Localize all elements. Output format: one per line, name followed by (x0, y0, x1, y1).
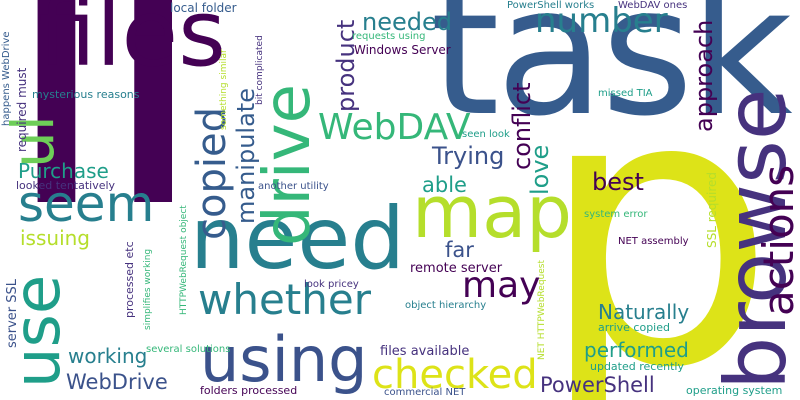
word-seem: seem (18, 175, 155, 233)
word-performed: performed (584, 338, 689, 362)
word-checked: checked (372, 352, 538, 398)
word-net-httpwebrequest: NET HTTPWebRequest (537, 260, 547, 360)
word-able: able (422, 173, 467, 197)
word-mysterious-reasons: mysterious reasons (32, 88, 140, 101)
word-approach: approach (690, 19, 718, 132)
word-li: li (0, 0, 211, 302)
word-best: best (592, 168, 644, 196)
word-windows-server: Windows Server (354, 43, 451, 57)
word-commercial-net: commercial NET (384, 387, 466, 398)
word-ssl-required: SSL required (705, 171, 719, 248)
word-whether: whether (198, 275, 372, 324)
word-look-pricey: look pricey (304, 279, 359, 290)
word-simplifies-working: simplifies working (143, 248, 153, 330)
word-processed-etc: processed etc (123, 241, 136, 318)
word-task: task (430, 0, 793, 155)
word-p: p (538, 14, 777, 400)
word-local-folder: local folder (170, 1, 237, 15)
word-webdav-ones: WebDAV ones (618, 0, 688, 11)
word-files: files (38, 0, 227, 87)
word-working: working (68, 344, 148, 368)
word-required-must: required must (15, 67, 29, 152)
word-bit-complicated: bit complicated (255, 35, 265, 105)
word-server-ssl: server SSL (5, 278, 20, 348)
word-PowerShell: PowerShell (540, 373, 655, 397)
word-requests-using: requests using (352, 31, 426, 42)
word-missed-tia: missed TIA (598, 88, 653, 99)
word-looked-tentatively: looked tentatively (16, 179, 116, 192)
word-remote-server: remote server (410, 261, 503, 276)
word-need: need (190, 189, 405, 289)
word-net-assembly: NET assembly (618, 236, 689, 247)
word-httpwebrequest-object: HTTPWebRequest object (179, 205, 189, 315)
word-arrive-copied: arrive copied (598, 321, 670, 334)
word-another-utility: another utility (258, 181, 329, 192)
word-WebDrive: WebDrive (66, 370, 168, 394)
word-manipulate: manipulate (232, 88, 260, 224)
word-Naturally: Naturally (598, 300, 690, 324)
word-folders-processed: folders processed (200, 384, 298, 397)
word-Purchase: Purchase (18, 159, 109, 183)
word-several-solutions: several solutions (146, 344, 231, 355)
word-may: may (462, 265, 541, 306)
word-object-hierarchy: object hierarchy (405, 300, 487, 311)
word-number: number (535, 1, 668, 41)
word-drive: drive (251, 84, 325, 246)
word-updated-recently: updated recently (590, 360, 684, 373)
word-operating-system: operating system (686, 384, 783, 397)
word-WebDAV: WebDAV (318, 107, 471, 148)
word-love: love (526, 144, 554, 195)
word-issuing: issuing (20, 226, 90, 250)
word-actions: actions (754, 164, 800, 316)
word-needed: needed (362, 8, 452, 36)
word-Trying: Trying (432, 142, 505, 170)
word-happens-webdrive: happens WebDrive (1, 31, 12, 126)
word-map: map (412, 170, 572, 254)
word-using: using (200, 323, 368, 396)
word-seen-look: seen look (462, 129, 510, 140)
word-system-error: system error (584, 209, 648, 220)
word-far: far (445, 238, 474, 262)
word-something-similar: something similar (219, 49, 229, 130)
word-files-available: files available (380, 344, 470, 359)
word-powershell-works: PowerShell works (507, 0, 595, 11)
